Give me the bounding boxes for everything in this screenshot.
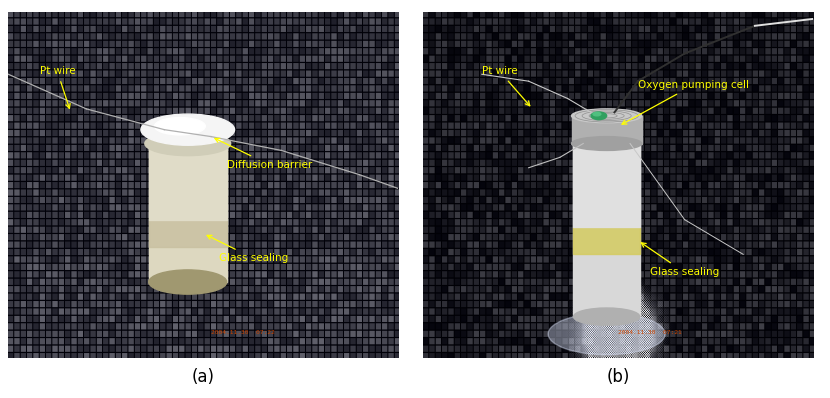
Ellipse shape: [574, 308, 640, 325]
Ellipse shape: [591, 112, 607, 120]
Text: Pt wire: Pt wire: [481, 66, 530, 106]
Text: 2004.11.30  07:22: 2004.11.30 07:22: [211, 330, 275, 335]
Text: Pt wire: Pt wire: [40, 66, 76, 108]
Ellipse shape: [593, 112, 601, 116]
Text: 2004.11.30  07:21: 2004.11.30 07:21: [618, 330, 682, 335]
Polygon shape: [574, 226, 640, 254]
Ellipse shape: [154, 117, 205, 135]
Text: (b): (b): [607, 368, 630, 386]
Ellipse shape: [141, 114, 235, 145]
Ellipse shape: [145, 131, 231, 156]
Polygon shape: [149, 144, 227, 282]
Polygon shape: [149, 144, 227, 220]
Ellipse shape: [572, 109, 642, 123]
Text: Diffusion barrier: Diffusion barrier: [215, 139, 312, 170]
Polygon shape: [574, 144, 640, 226]
Ellipse shape: [548, 313, 665, 355]
Text: (a): (a): [192, 368, 215, 386]
Polygon shape: [149, 220, 227, 248]
Ellipse shape: [572, 137, 642, 150]
Text: Glass sealing: Glass sealing: [208, 235, 288, 263]
Text: Glass sealing: Glass sealing: [642, 243, 719, 277]
Ellipse shape: [149, 270, 227, 294]
Text: Oxygen pumping cell: Oxygen pumping cell: [622, 80, 749, 124]
Polygon shape: [574, 144, 640, 317]
Polygon shape: [572, 116, 642, 144]
